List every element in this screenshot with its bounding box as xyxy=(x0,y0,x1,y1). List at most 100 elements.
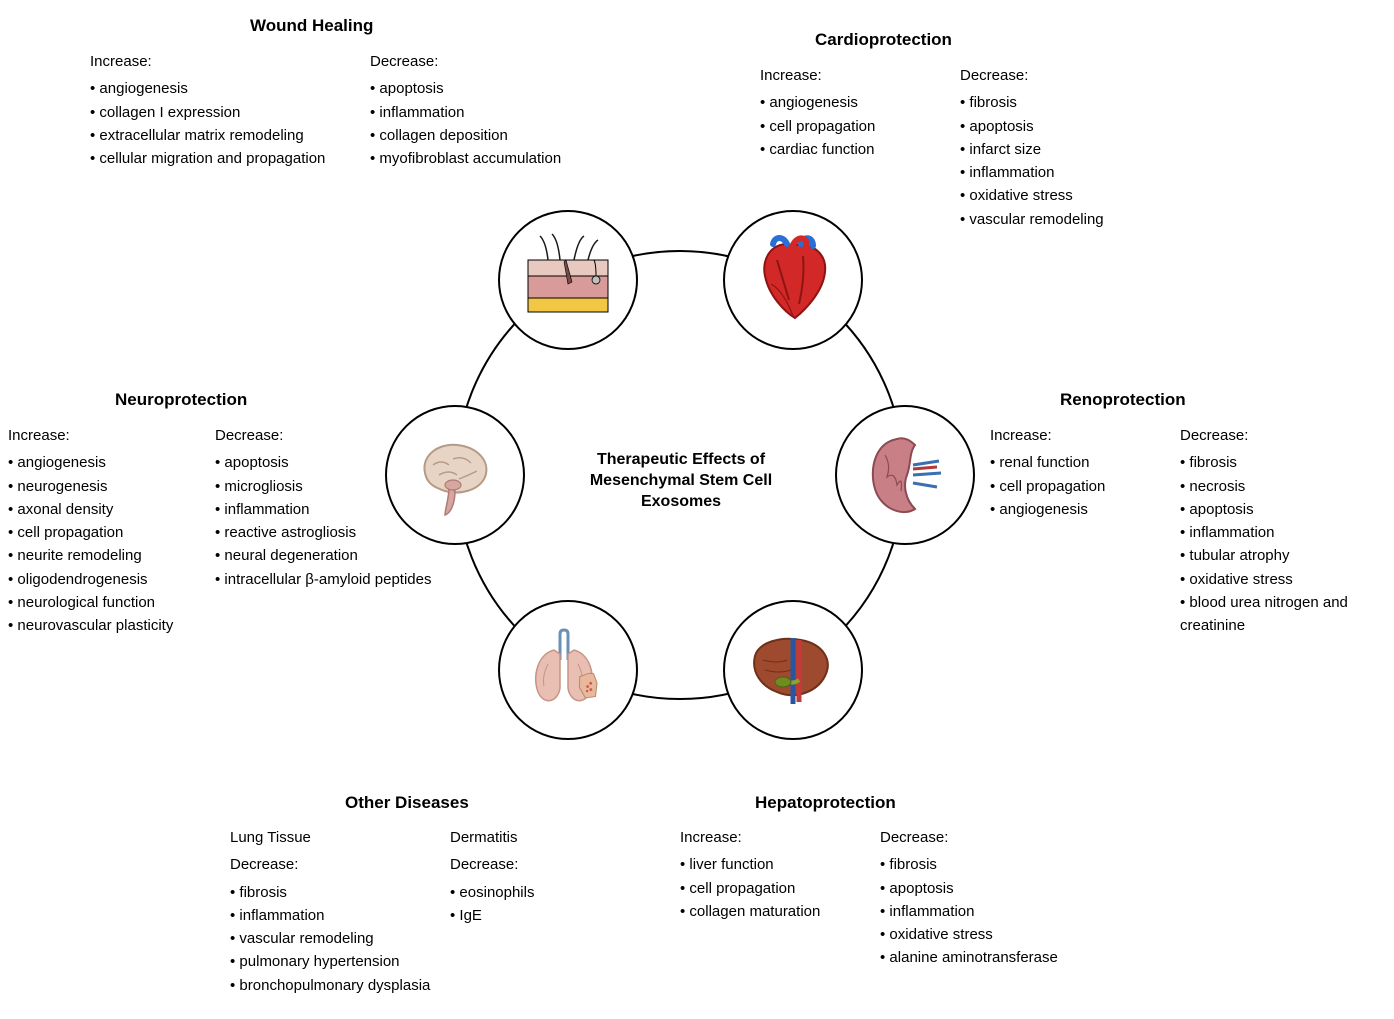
node-skin xyxy=(498,210,638,350)
neuro-decrease: Decrease: apoptosismicrogliosisinflammati… xyxy=(215,424,431,591)
list-item: bronchopulmonary dysplasia xyxy=(230,974,430,997)
skin-icon xyxy=(518,230,618,330)
wound-decrease: Decrease: apoptosisinflammationcollagen d… xyxy=(370,50,561,170)
list-item: oxidative stress xyxy=(880,923,1058,946)
neuro-title: Neuroprotection xyxy=(115,390,247,410)
list-item: IgE xyxy=(450,904,534,927)
list-item: intracellular β-amyloid peptides xyxy=(215,568,431,591)
list-item: infarct size xyxy=(960,138,1104,161)
list-item: oxidative stress xyxy=(960,184,1104,207)
list-item: apoptosis xyxy=(960,115,1104,138)
list-item: necrosis xyxy=(1180,475,1394,498)
list-item: fibrosis xyxy=(1180,451,1394,474)
neuro-increase-list: angiogenesisneurogenesisaxonal densityce… xyxy=(8,451,173,637)
wound-increase-label: Increase: xyxy=(90,50,325,73)
wound-decrease-label: Decrease: xyxy=(370,50,561,73)
list-item: inflammation xyxy=(1180,521,1394,544)
other-derm-sublabel: Decrease: xyxy=(450,853,534,876)
list-item: oxidative stress xyxy=(1180,568,1394,591)
list-item: pulmonary hypertension xyxy=(230,950,430,973)
other-derm: Dermatitis Decrease: eosinophilsIgE xyxy=(450,826,534,927)
neuro-decrease-list: apoptosismicrogliosisinflammationreactiv… xyxy=(215,451,431,591)
list-item: cell propagation xyxy=(990,475,1105,498)
other-title: Other Diseases xyxy=(345,793,469,813)
list-item: neurogenesis xyxy=(8,475,173,498)
liver-icon xyxy=(743,620,843,720)
hepato-decrease: Decrease: fibrosisapoptosisinflammationox… xyxy=(880,826,1058,970)
cardio-decrease-list: fibrosisapoptosisinfarct sizeinflammatio… xyxy=(960,91,1104,231)
cardio-increase: Increase: angiogenesiscell propagationcar… xyxy=(760,64,875,161)
cardio-increase-label: Increase: xyxy=(760,64,875,87)
list-item: renal function xyxy=(990,451,1105,474)
list-item: angiogenesis xyxy=(760,91,875,114)
list-item: angiogenesis xyxy=(990,498,1105,521)
list-item: microgliosis xyxy=(215,475,431,498)
cardio-decrease: Decrease: fibrosisapoptosisinfarct sizein… xyxy=(960,64,1104,231)
list-item: vascular remodeling xyxy=(960,208,1104,231)
list-item: liver function xyxy=(680,853,820,876)
list-item: collagen maturation xyxy=(680,900,820,923)
list-item: inflammation xyxy=(880,900,1058,923)
kidney-icon xyxy=(855,425,955,525)
list-item: eosinophils xyxy=(450,881,534,904)
wound-increase-list: angiogenesiscollagen I expressionextrace… xyxy=(90,77,325,170)
cardio-decrease-label: Decrease: xyxy=(960,64,1104,87)
other-lung-label: Lung Tissue xyxy=(230,826,430,849)
list-item: neurovascular plasticity xyxy=(8,614,173,637)
list-item: neural degeneration xyxy=(215,544,431,567)
list-item: myofibroblast accumulation xyxy=(370,147,561,170)
other-derm-label: Dermatitis xyxy=(450,826,534,849)
cardio-increase-list: angiogenesiscell propagationcardiac func… xyxy=(760,91,875,161)
hepato-increase: Increase: liver functioncell propagationc… xyxy=(680,826,820,923)
center-title: Therapeutic Effects ofMesenchymal Stem C… xyxy=(566,450,796,512)
list-item: cell propagation xyxy=(8,521,173,544)
list-item: apoptosis xyxy=(215,451,431,474)
list-item: inflammation xyxy=(370,101,561,124)
list-item: oligodendrogenesis xyxy=(8,568,173,591)
list-item: tubular atrophy xyxy=(1180,544,1394,567)
list-item: inflammation xyxy=(230,904,430,927)
list-item: extracellular matrix remodeling xyxy=(90,124,325,147)
list-item: inflammation xyxy=(215,498,431,521)
neuro-decrease-label: Decrease: xyxy=(215,424,431,447)
reno-decrease: Decrease:fibrosisnecrosisapoptosisinflam… xyxy=(1180,424,1394,637)
heart-icon xyxy=(743,230,843,330)
hepato-increase-list: liver functioncell propagationcollagen m… xyxy=(680,853,820,923)
other-lung: Lung TissueDecrease:fibrosisinflammation… xyxy=(230,826,430,997)
list-item: vascular remodeling xyxy=(230,927,430,950)
list-item: angiogenesis xyxy=(8,451,173,474)
neuro-increase: Increase: angiogenesisneurogenesisaxonal … xyxy=(8,424,173,637)
list-item: fibrosis xyxy=(230,881,430,904)
hepato-decrease-list: fibrosisapoptosisinflammationoxidative s… xyxy=(880,853,1058,969)
list-item: blood urea nitrogen and creatinine xyxy=(1180,591,1394,638)
list-item: neurological function xyxy=(8,591,173,614)
hepato-title: Hepatoprotection xyxy=(755,793,896,813)
list-item: apoptosis xyxy=(370,77,561,100)
cardio-title: Cardioprotection xyxy=(815,30,952,50)
other-derm-list: eosinophilsIgE xyxy=(450,881,534,928)
reno-decrease-label: Decrease: xyxy=(1180,424,1394,447)
node-liver xyxy=(723,600,863,740)
list-item: fibrosis xyxy=(960,91,1104,114)
wound-decrease-list: apoptosisinflammationcollagen deposition… xyxy=(370,77,561,170)
list-item: cellular migration and propagation xyxy=(90,147,325,170)
list-item: inflammation xyxy=(960,161,1104,184)
list-item: alanine aminotransferase xyxy=(880,946,1058,969)
list-item: cell propagation xyxy=(680,877,820,900)
reno-increase-list: renal functioncell propagationangiogenes… xyxy=(990,451,1105,521)
list-item: collagen deposition xyxy=(370,124,561,147)
reno-increase: Increase: renal functioncell propagationa… xyxy=(990,424,1105,521)
neuro-increase-label: Increase: xyxy=(8,424,173,447)
hepato-increase-label: Increase: xyxy=(680,826,820,849)
list-item: cell propagation xyxy=(760,115,875,138)
node-heart xyxy=(723,210,863,350)
hepato-decrease-label: Decrease: xyxy=(880,826,1058,849)
wound-increase: Increase: angiogenesiscollagen I expressi… xyxy=(90,50,325,170)
node-lung xyxy=(498,600,638,740)
wound-title: Wound Healing xyxy=(250,16,373,36)
reno-increase-label: Increase: xyxy=(990,424,1105,447)
lung-icon xyxy=(518,620,618,720)
list-item: reactive astrogliosis xyxy=(215,521,431,544)
node-kidney xyxy=(835,405,975,545)
reno-title: Renoprotection xyxy=(1060,390,1186,410)
